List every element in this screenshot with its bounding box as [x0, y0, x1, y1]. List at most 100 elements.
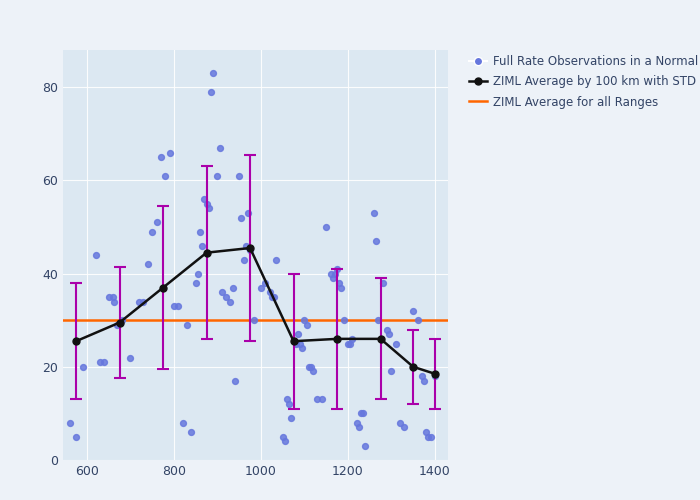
Point: [197, 242, 208, 250]
Point: [112, 321, 123, 329]
Point: [279, 438, 290, 446]
Point: [199, 195, 210, 203]
Point: [107, 293, 118, 301]
Point: [94, 358, 106, 366]
Point: [354, 424, 365, 432]
Point: [155, 153, 167, 161]
Point: [305, 363, 316, 371]
Point: [395, 418, 406, 426]
Point: [295, 340, 306, 347]
Point: [227, 284, 238, 292]
Point: [299, 316, 310, 324]
Point: [260, 279, 271, 287]
Point: [416, 372, 428, 380]
Point: [212, 172, 223, 180]
Point: [71, 432, 82, 440]
Point: [321, 223, 332, 231]
Point: [146, 228, 158, 235]
Point: [407, 307, 419, 315]
Point: [342, 340, 354, 347]
Point: [268, 293, 279, 301]
Point: [229, 377, 240, 385]
Point: [399, 424, 410, 432]
Point: [64, 418, 75, 426]
Point: [373, 316, 384, 324]
Point: [193, 270, 204, 278]
Point: [346, 335, 358, 343]
Point: [297, 344, 308, 352]
Point: [205, 88, 216, 96]
Point: [244, 246, 256, 254]
Point: [220, 293, 232, 301]
Point: [99, 358, 110, 366]
Point: [293, 330, 304, 338]
Point: [116, 316, 127, 324]
Point: [429, 372, 440, 380]
Point: [238, 256, 249, 264]
Point: [332, 265, 343, 273]
Point: [90, 251, 101, 259]
Point: [242, 209, 253, 217]
Point: [225, 298, 236, 306]
Point: [281, 396, 293, 404]
Point: [390, 340, 401, 347]
Point: [190, 279, 202, 287]
Point: [351, 418, 362, 426]
Point: [336, 284, 347, 292]
Point: [277, 432, 288, 440]
Point: [325, 270, 336, 278]
Point: [338, 316, 349, 324]
Point: [368, 209, 379, 217]
Point: [177, 418, 188, 426]
Point: [201, 200, 212, 208]
Point: [181, 321, 193, 329]
Point: [344, 340, 356, 347]
Point: [425, 432, 436, 440]
Point: [290, 340, 301, 347]
Point: [421, 428, 432, 436]
Point: [329, 270, 340, 278]
Point: [134, 298, 145, 306]
Point: [334, 279, 345, 287]
Point: [358, 410, 369, 418]
Point: [236, 214, 247, 222]
Point: [327, 274, 338, 282]
Point: [77, 363, 88, 371]
Point: [307, 368, 318, 376]
Point: [173, 302, 184, 310]
Point: [186, 428, 197, 436]
Point: [164, 148, 175, 156]
Point: [384, 330, 395, 338]
Point: [207, 70, 218, 78]
Point: [419, 377, 430, 385]
Point: [216, 288, 228, 296]
Point: [108, 298, 120, 306]
Point: [377, 279, 388, 287]
Point: [412, 316, 423, 324]
Point: [316, 396, 328, 404]
Point: [303, 363, 314, 371]
Point: [138, 298, 149, 306]
Point: [240, 242, 251, 250]
Point: [356, 410, 367, 418]
Point: [386, 368, 397, 376]
Point: [151, 218, 162, 226]
Point: [168, 302, 179, 310]
Legend: Full Rate Observations in a Normal Point, ZIML Average by 100 km with STD, ZIML : Full Rate Observations in a Normal Point…: [466, 52, 700, 112]
Point: [423, 432, 434, 440]
Point: [312, 396, 323, 404]
Point: [256, 284, 267, 292]
Point: [195, 228, 206, 235]
Point: [264, 288, 275, 296]
Point: [103, 293, 114, 301]
Point: [234, 172, 245, 180]
Point: [125, 354, 136, 362]
Point: [214, 144, 225, 152]
Point: [286, 414, 297, 422]
Point: [266, 293, 277, 301]
Point: [301, 321, 312, 329]
Point: [370, 237, 382, 245]
Point: [142, 260, 153, 268]
Point: [382, 326, 393, 334]
Point: [160, 172, 171, 180]
